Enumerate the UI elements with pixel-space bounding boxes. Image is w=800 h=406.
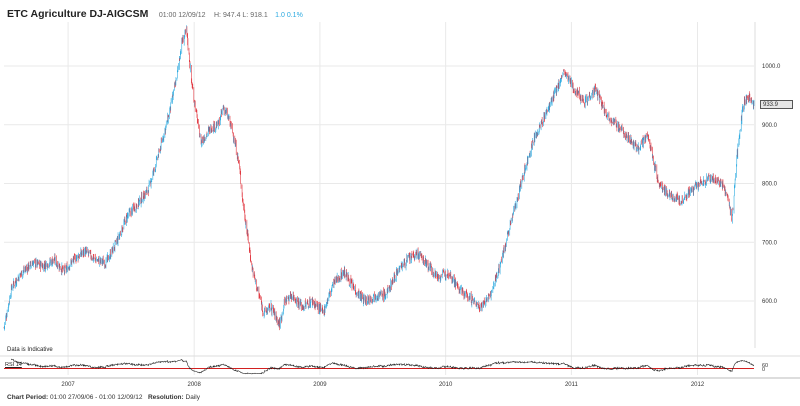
rsi-label: RSI 14 (5, 362, 22, 368)
y-tick-label: 700.0 (762, 240, 778, 246)
y-axis: 600.0 700.0 800.0 900.0 1000.0 (762, 64, 781, 305)
rsi-tick-label: 0 (762, 367, 765, 373)
chart-period-value: 01:00 27/09/06 - 01:00 12/09/12 (49, 394, 143, 401)
grid-lines (0, 22, 800, 379)
chart-footer: Chart Period: 01:00 27/09/06 - 01:00 12/… (7, 394, 200, 401)
x-tick-label: 2010 (439, 382, 453, 388)
chart-high-low: H: 947.4 L: 918.1 (214, 12, 268, 19)
y-tick-label: 900.0 (762, 123, 778, 129)
x-tick-label: 2009 (313, 382, 327, 388)
y-tick-label: 600.0 (762, 299, 778, 305)
y-tick-label: 1000.0 (762, 64, 781, 70)
chart-title: ETC Agriculture DJ-AIGCSM (7, 8, 149, 20)
chart-header: ETC Agriculture DJ-AIGCSM 01:00 12/09/12… (7, 4, 303, 20)
x-axis: 2007 2008 2009 2010 2011 2012 (61, 382, 704, 388)
rsi-line (10, 358, 755, 375)
chart-period-label: Chart Period: (7, 394, 49, 401)
last-price-box: 933.9 (760, 100, 793, 109)
x-tick-label: 2011 (565, 382, 579, 388)
y-tick-label: 800.0 (762, 182, 778, 188)
candles (3, 25, 755, 331)
rsi-panel: 600 (4, 358, 768, 375)
x-tick-label: 2008 (187, 382, 201, 388)
chart-timestamp: 01:00 12/09/12 (158, 12, 206, 19)
x-tick-label: 2007 (61, 382, 75, 388)
rsi-tick-label: 60 (762, 363, 768, 369)
resolution-label: Resolution: (147, 394, 184, 401)
resolution-value: Daily (185, 394, 200, 401)
data-indicative-note: Data is Indicative (7, 347, 53, 353)
chart-change: 1.0 0.1% (275, 12, 303, 19)
x-tick-label: 2012 (691, 382, 705, 388)
